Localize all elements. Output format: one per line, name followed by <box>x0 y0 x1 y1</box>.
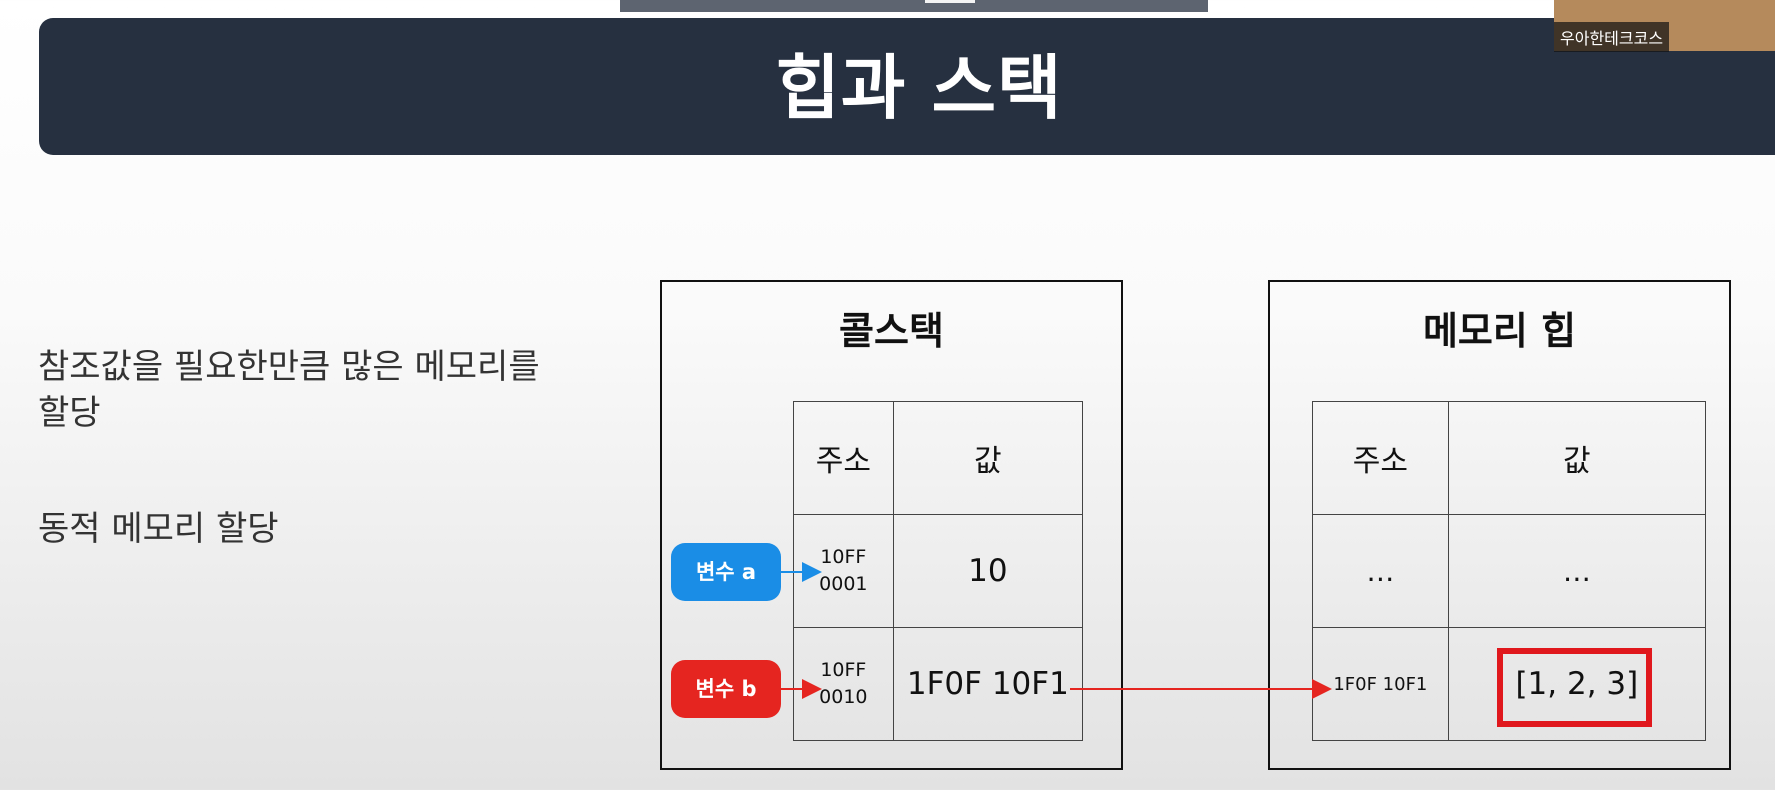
highlight-box <box>1497 648 1652 727</box>
presenter-label: 우아한테크코스 <box>1554 22 1670 52</box>
table-row: 1F0F 10F1 [1, 2, 3] <box>1312 627 1707 741</box>
address-line: 10FF 0010 <box>819 659 868 708</box>
address-cell: 10FF 0001 <box>793 514 894 628</box>
table-row: 주소 값 <box>793 401 1084 515</box>
address-cell: … <box>1312 514 1449 628</box>
top-window-bar <box>620 0 1208 12</box>
address-cell: 1F0F 10F1 <box>1312 627 1449 741</box>
top-window-mark <box>925 0 975 3</box>
column-header-value: 값 <box>892 401 1084 515</box>
column-header-address: 주소 <box>1312 401 1449 515</box>
value-cell: [1, 2, 3] <box>1447 627 1707 741</box>
column-header-value: 값 <box>1447 401 1707 515</box>
value-cell: … <box>1447 514 1707 628</box>
address-line: 10FF 0001 <box>819 546 868 595</box>
description-text-2: 동적 메모리 할당 <box>38 509 279 549</box>
call-stack-frame: 콜스택 <box>660 280 1123 770</box>
table-row: … … <box>1312 514 1707 628</box>
memory-heap-table: 주소 값 … … 1F0F 10F1 [1, 2, 3] <box>1312 401 1707 741</box>
variable-a-badge: 변수 a <box>671 543 781 601</box>
table-row: 10FF 0001 10 <box>793 514 1084 628</box>
title-banner: 힙과 스택 <box>39 18 1775 155</box>
memory-heap-title: 메모리 힙 <box>1422 309 1577 353</box>
memory-heap-frame: 메모리 힙 <box>1268 280 1731 770</box>
value-cell: 10 <box>892 514 1084 628</box>
description-text: 참조값을 필요한만큼 많은 메모리를 할당 <box>38 347 540 433</box>
value-cell: 1F0F 10F1 <box>892 627 1084 741</box>
call-stack-table: 주소 값 10FF 0001 10 10FF 0010 1F0F 10F1 <box>793 401 1084 741</box>
table-row: 주소 값 <box>1312 401 1707 515</box>
call-stack-title: 콜스택 <box>839 309 944 353</box>
slide-title: 힙과 스택 <box>775 47 1063 129</box>
column-header-address: 주소 <box>793 401 894 515</box>
variable-b-badge: 변수 b <box>671 660 781 718</box>
